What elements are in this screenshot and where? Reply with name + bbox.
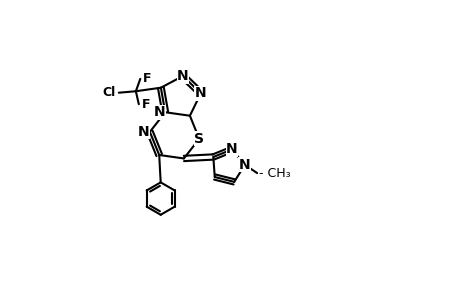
Text: Cl: Cl (102, 86, 115, 99)
Text: S: S (194, 132, 204, 146)
Text: N: N (195, 86, 206, 100)
Text: N: N (239, 158, 250, 172)
Text: F: F (143, 72, 151, 86)
Text: F: F (141, 98, 150, 111)
Text: - CH₃: - CH₃ (258, 167, 290, 180)
Text: N: N (177, 69, 188, 83)
Text: N: N (153, 105, 165, 119)
Text: N: N (226, 142, 237, 157)
Text: N: N (138, 125, 150, 139)
